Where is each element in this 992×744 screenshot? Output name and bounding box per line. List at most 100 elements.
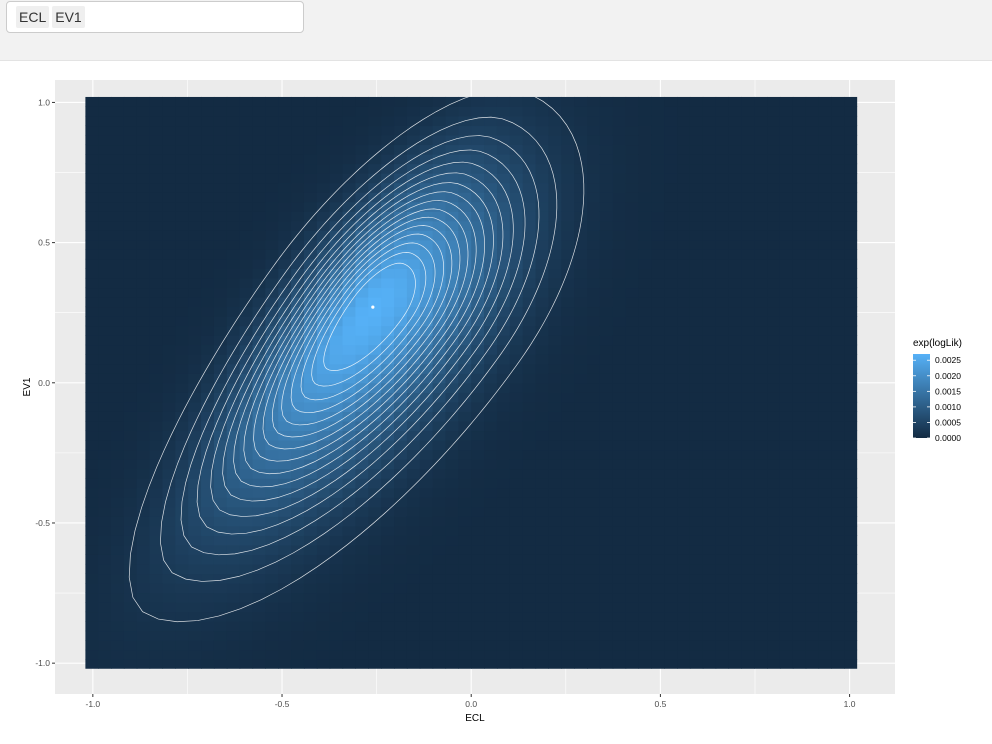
heatmap-tile: [805, 239, 820, 250]
heatmap-tile: [471, 563, 485, 575]
heatmap-tile: [612, 297, 627, 308]
heatmap-tile: [651, 392, 665, 403]
heatmap-tile: [329, 535, 344, 546]
heatmap-tile: [136, 373, 151, 384]
heatmap-tile: [484, 582, 498, 594]
heatmap-tile: [239, 287, 254, 298]
heatmap-tile: [638, 125, 652, 136]
heatmap-tile: [638, 249, 652, 260]
heatmap-tile: [136, 230, 151, 241]
heatmap-tile: [818, 268, 833, 279]
heatmap-tile: [85, 573, 99, 584]
heatmap-tile: [136, 621, 151, 632]
heatmap-tile: [522, 649, 537, 660]
heatmap-tile: [226, 325, 241, 336]
heatmap-tile: [406, 344, 421, 355]
heatmap-tile: [355, 344, 369, 355]
heatmap-tile: [175, 602, 189, 613]
heatmap-tile: [368, 163, 382, 174]
selected-variable-chip[interactable]: EV1: [52, 6, 85, 28]
heatmap-tile: [201, 373, 215, 384]
heatmap-tile: [522, 354, 537, 365]
heatmap-tile: [535, 268, 549, 279]
heatmap-tile: [432, 516, 447, 527]
heatmap-tile: [779, 106, 794, 117]
heatmap-tile: [599, 306, 614, 317]
heatmap-tile: [638, 96, 652, 107]
heatmap-tile: [599, 154, 614, 165]
heatmap-tile: [201, 563, 215, 575]
legend-title: exp(logLik): [913, 338, 962, 349]
heatmap-tile: [432, 640, 447, 651]
heatmap-tile: [111, 621, 125, 632]
variable-selector[interactable]: ECL EV1: [6, 1, 304, 33]
heatmap-tile: [535, 621, 549, 632]
heatmap-tile: [342, 144, 357, 155]
heatmap-tile: [741, 325, 755, 336]
heatmap-tile: [587, 335, 601, 346]
heatmap-tile: [394, 439, 408, 451]
heatmap-tile: [484, 344, 498, 355]
heatmap-tile: [805, 287, 820, 298]
heatmap-tile: [612, 134, 627, 146]
heatmap-tile: [355, 516, 369, 527]
heatmap-tile: [677, 154, 691, 165]
heatmap-tile: [599, 144, 614, 155]
heatmap-tile: [844, 640, 858, 651]
heatmap-tile: [471, 344, 485, 355]
heatmap-tile: [316, 173, 331, 184]
heatmap-tile: [291, 487, 305, 498]
heatmap-tile: [638, 154, 652, 165]
heatmap-tile: [818, 306, 833, 317]
heatmap-tile: [741, 640, 755, 651]
heatmap-tile: [111, 373, 125, 384]
heatmap-tile: [767, 220, 781, 231]
heatmap-tile: [419, 449, 434, 460]
heatmap-tile: [561, 535, 575, 546]
heatmap-tile: [432, 535, 447, 546]
heatmap-tile: [201, 354, 215, 365]
heatmap-tile: [149, 335, 164, 346]
heatmap-tile: [123, 430, 138, 441]
heatmap-tile: [162, 373, 176, 384]
heatmap-tile: [587, 144, 601, 155]
heatmap-tile: [111, 544, 125, 555]
heatmap-tile: [587, 382, 601, 393]
heatmap-tile: [741, 630, 755, 641]
heatmap-tile: [767, 306, 781, 317]
heatmap-tile: [265, 439, 279, 451]
heatmap-tile: [664, 297, 678, 308]
heatmap-tile: [767, 287, 781, 298]
heatmap-tile: [265, 611, 279, 622]
heatmap-tile: [689, 411, 704, 422]
heatmap-tile: [496, 144, 511, 155]
heatmap-tile: [406, 144, 421, 155]
heatmap-tile: [123, 554, 138, 565]
heatmap-tile: [201, 144, 215, 155]
heatmap-tile: [612, 602, 627, 613]
heatmap-tile: [111, 459, 125, 470]
heatmap-tile: [98, 468, 112, 479]
heatmap-tile: [561, 249, 575, 260]
heatmap-tile: [252, 478, 266, 489]
heatmap-tile: [638, 316, 652, 327]
heatmap-tile: [754, 478, 768, 489]
heatmap-tile: [638, 430, 652, 441]
selected-variable-chip[interactable]: ECL: [16, 6, 50, 28]
heatmap-tile: [548, 611, 562, 622]
heatmap-tile: [548, 230, 562, 241]
heatmap-tile: [625, 573, 640, 584]
heatmap-tile: [625, 154, 640, 165]
heatmap-tile: [458, 287, 472, 298]
heatmap-tile: [252, 611, 266, 622]
heatmap-tile: [123, 335, 138, 346]
heatmap-tile: [471, 449, 485, 460]
heatmap-tile: [484, 506, 498, 517]
heatmap-tile: [316, 277, 331, 289]
heatmap-tile: [136, 602, 151, 613]
heatmap-tile: [677, 96, 691, 107]
heatmap-tile: [201, 544, 215, 555]
heatmap-tile: [818, 439, 833, 451]
heatmap-tile: [587, 125, 601, 136]
heatmap-tile: [741, 211, 755, 222]
